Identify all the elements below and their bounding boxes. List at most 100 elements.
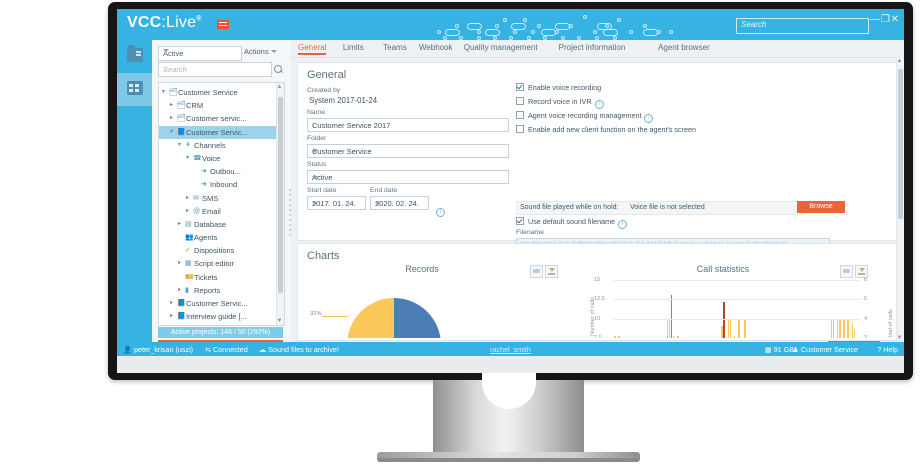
tab-general[interactable]: General: [298, 43, 327, 55]
record-voice-ivr-row[interactable]: Record voice in IVR i: [516, 97, 604, 109]
tree-item[interactable]: 🎫 Tickets: [159, 271, 277, 284]
agent-voice-recording-mgmt-checkbox[interactable]: [516, 111, 524, 119]
tree-expand-arrow-icon[interactable]: ▸: [186, 207, 190, 214]
tree-item-label: Voice: [202, 153, 221, 163]
tree-scroll-thumb[interactable]: [278, 97, 283, 293]
actions-menu-button[interactable]: Actions: [244, 47, 277, 56]
tree-expand-arrow-icon[interactable]: ▸: [178, 220, 182, 227]
tree-expand-arrow-icon[interactable]: ▸: [178, 260, 182, 267]
tree-item[interactable]: ▸ ▮ Reports: [159, 284, 277, 297]
menu-badge-icon[interactable]: [217, 20, 229, 29]
agent-voice-recording-mgmt-row[interactable]: Agent voice recording management i: [516, 111, 654, 123]
chart-bar: [668, 318, 671, 338]
rail-item-dashboard[interactable]: [117, 73, 152, 106]
tree-item[interactable]: ▸ 🗂 Customer servic...: [159, 112, 277, 125]
status-help[interactable]: ? Help: [877, 345, 898, 354]
end-date-picker[interactable]: 2020. 02. 24.: [370, 196, 429, 210]
project-filter-select[interactable]: Active: [158, 46, 242, 61]
tree-expand-arrow-icon[interactable]: ▾: [186, 154, 190, 161]
tree-item[interactable]: ▸ 🗂 CRM: [159, 99, 277, 112]
download-icon[interactable]: [855, 265, 868, 278]
search-icon[interactable]: [274, 65, 282, 73]
status-user[interactable]: 👤 peter_krisan (uszi): [123, 345, 194, 354]
status-center-user[interactable]: rachel_smith: [490, 345, 531, 354]
name-input[interactable]: Customer Service 2017: [307, 118, 509, 132]
tree-item[interactable]: ▸ 🗂DEMO: [159, 323, 277, 325]
tree-expand-arrow-icon[interactable]: ▸: [170, 102, 174, 109]
general-card: General Created by System 2017-01-24 Nam…: [297, 62, 899, 307]
tree-expand-arrow-icon[interactable]: ▾: [162, 89, 166, 95]
folder-select[interactable]: Customer Service: [307, 144, 509, 158]
tree-item[interactable]: ▾ 🗂 Customer Service: [159, 86, 277, 99]
rail-item-projects[interactable]: [117, 40, 152, 73]
tree-scrollbar[interactable]: ▲ ▼: [276, 83, 284, 325]
project-search-input[interactable]: Search: [158, 62, 272, 77]
tree-item[interactable]: 👥 Agents: [159, 231, 277, 244]
printer-icon[interactable]: [530, 265, 543, 278]
use-default-filename-checkbox[interactable]: [516, 217, 524, 225]
tree-expand-arrow-icon[interactable]: ▾: [178, 141, 182, 148]
tree-expand-arrow-icon[interactable]: ▸: [186, 194, 190, 201]
chart-bar: [847, 318, 849, 338]
tab-quality-management[interactable]: Quality management: [463, 43, 538, 52]
sms-icon: ✉: [193, 194, 199, 202]
enable-add-client-row[interactable]: Enable add new client function on the ag…: [516, 125, 696, 134]
tab-limits[interactable]: Limits: [342, 43, 364, 52]
tree-expand-arrow-icon[interactable]: ▸: [170, 115, 174, 122]
tab-project-information[interactable]: Project information: [558, 43, 626, 52]
tree-item[interactable]: ▾ ☎ Voice: [159, 152, 277, 165]
enable-voice-recording-checkbox[interactable]: [516, 83, 524, 91]
scroll-up-arrow-icon[interactable]: ▲: [276, 84, 283, 90]
status-select[interactable]: Active: [307, 170, 509, 184]
download-icon[interactable]: [545, 265, 558, 278]
tree-expand-arrow-icon[interactable]: ▾: [170, 128, 174, 135]
date-info-icon[interactable]: i: [433, 199, 445, 217]
enable-add-client-checkbox[interactable]: [516, 125, 524, 133]
tree-item[interactable]: ▸ ▤ Database: [159, 218, 277, 231]
printer-icon[interactable]: [840, 265, 853, 278]
channels-icon: ⚘: [185, 141, 192, 149]
tab-teams[interactable]: Teams: [383, 43, 407, 52]
tree-item[interactable]: ➜ Outbou...: [159, 165, 277, 178]
browse-button[interactable]: Browse: [797, 201, 845, 213]
tree-item[interactable]: ▸ @ Email: [159, 205, 277, 218]
general-card-title: General: [307, 69, 347, 81]
tree-expand-arrow-icon[interactable]: ▸: [162, 323, 165, 325]
scroll-down-arrow-icon[interactable]: ▼: [896, 335, 903, 341]
record-voice-ivr-checkbox[interactable]: [516, 97, 524, 105]
tree-item[interactable]: ▸ ✉ SMS: [159, 192, 277, 205]
main-scrollbar[interactable]: ▲ ▼: [896, 57, 904, 342]
info-icon[interactable]: i: [594, 100, 604, 109]
scroll-down-arrow-icon[interactable]: ▼: [276, 318, 283, 324]
tab-agent-browser[interactable]: Agent browser: [658, 43, 710, 52]
tree-expand-arrow-icon[interactable]: ▸: [170, 300, 174, 306]
tab-webhook[interactable]: Webhook: [418, 43, 453, 52]
status-sound-files[interactable]: ☁ Sound files to archive!: [259, 345, 339, 354]
icon-rail: [117, 40, 152, 342]
tree-item[interactable]: ➜ Inbound: [159, 178, 277, 191]
info-icon[interactable]: i: [618, 220, 628, 229]
tree-expand-arrow-icon[interactable]: ▸: [170, 313, 174, 320]
info-icon[interactable]: i: [644, 114, 654, 123]
tree-item[interactable]: ✓ Dispositions: [159, 244, 277, 257]
main-scroll-thumb[interactable]: [898, 69, 903, 219]
use-default-filename-row[interactable]: Use default sound filename i: [516, 217, 628, 229]
panel-resize-handle[interactable]: [289, 189, 293, 249]
window-maximize-button[interactable]: ❐: [881, 14, 890, 25]
window-close-button[interactable]: ✕: [890, 14, 899, 25]
grid-icon: [127, 81, 143, 95]
tree-item[interactable]: ▸ 📘 Customer Servic...: [159, 297, 277, 310]
start-date-picker[interactable]: 2017. 01. 24.: [307, 196, 366, 210]
scroll-up-arrow-icon[interactable]: ▲: [896, 58, 903, 64]
tree-item[interactable]: ▾ 📘 Customer Servic...: [159, 125, 277, 139]
tree-item-label: Script editor: [194, 259, 235, 269]
tree-item[interactable]: ▾ ⚘ Channels: [159, 139, 277, 152]
window-minimize-button[interactable]: —: [870, 14, 880, 25]
header-search-input[interactable]: Search: [736, 18, 869, 34]
tree-item[interactable]: ▸ 📘 Interview guide [...: [159, 310, 277, 323]
tree-expand-arrow-icon[interactable]: ▸: [178, 286, 182, 293]
enable-voice-recording-row[interactable]: Enable voice recording: [516, 83, 601, 92]
status-account[interactable]: ♟ Customer Service: [792, 345, 858, 354]
tree-item[interactable]: ▸ ▦ Script editor: [159, 257, 277, 270]
project-tree[interactable]: ▾ 🗂 Customer Service ▸ 🗂 CRM ▸ 🗂 Customer servic…: [158, 82, 285, 326]
